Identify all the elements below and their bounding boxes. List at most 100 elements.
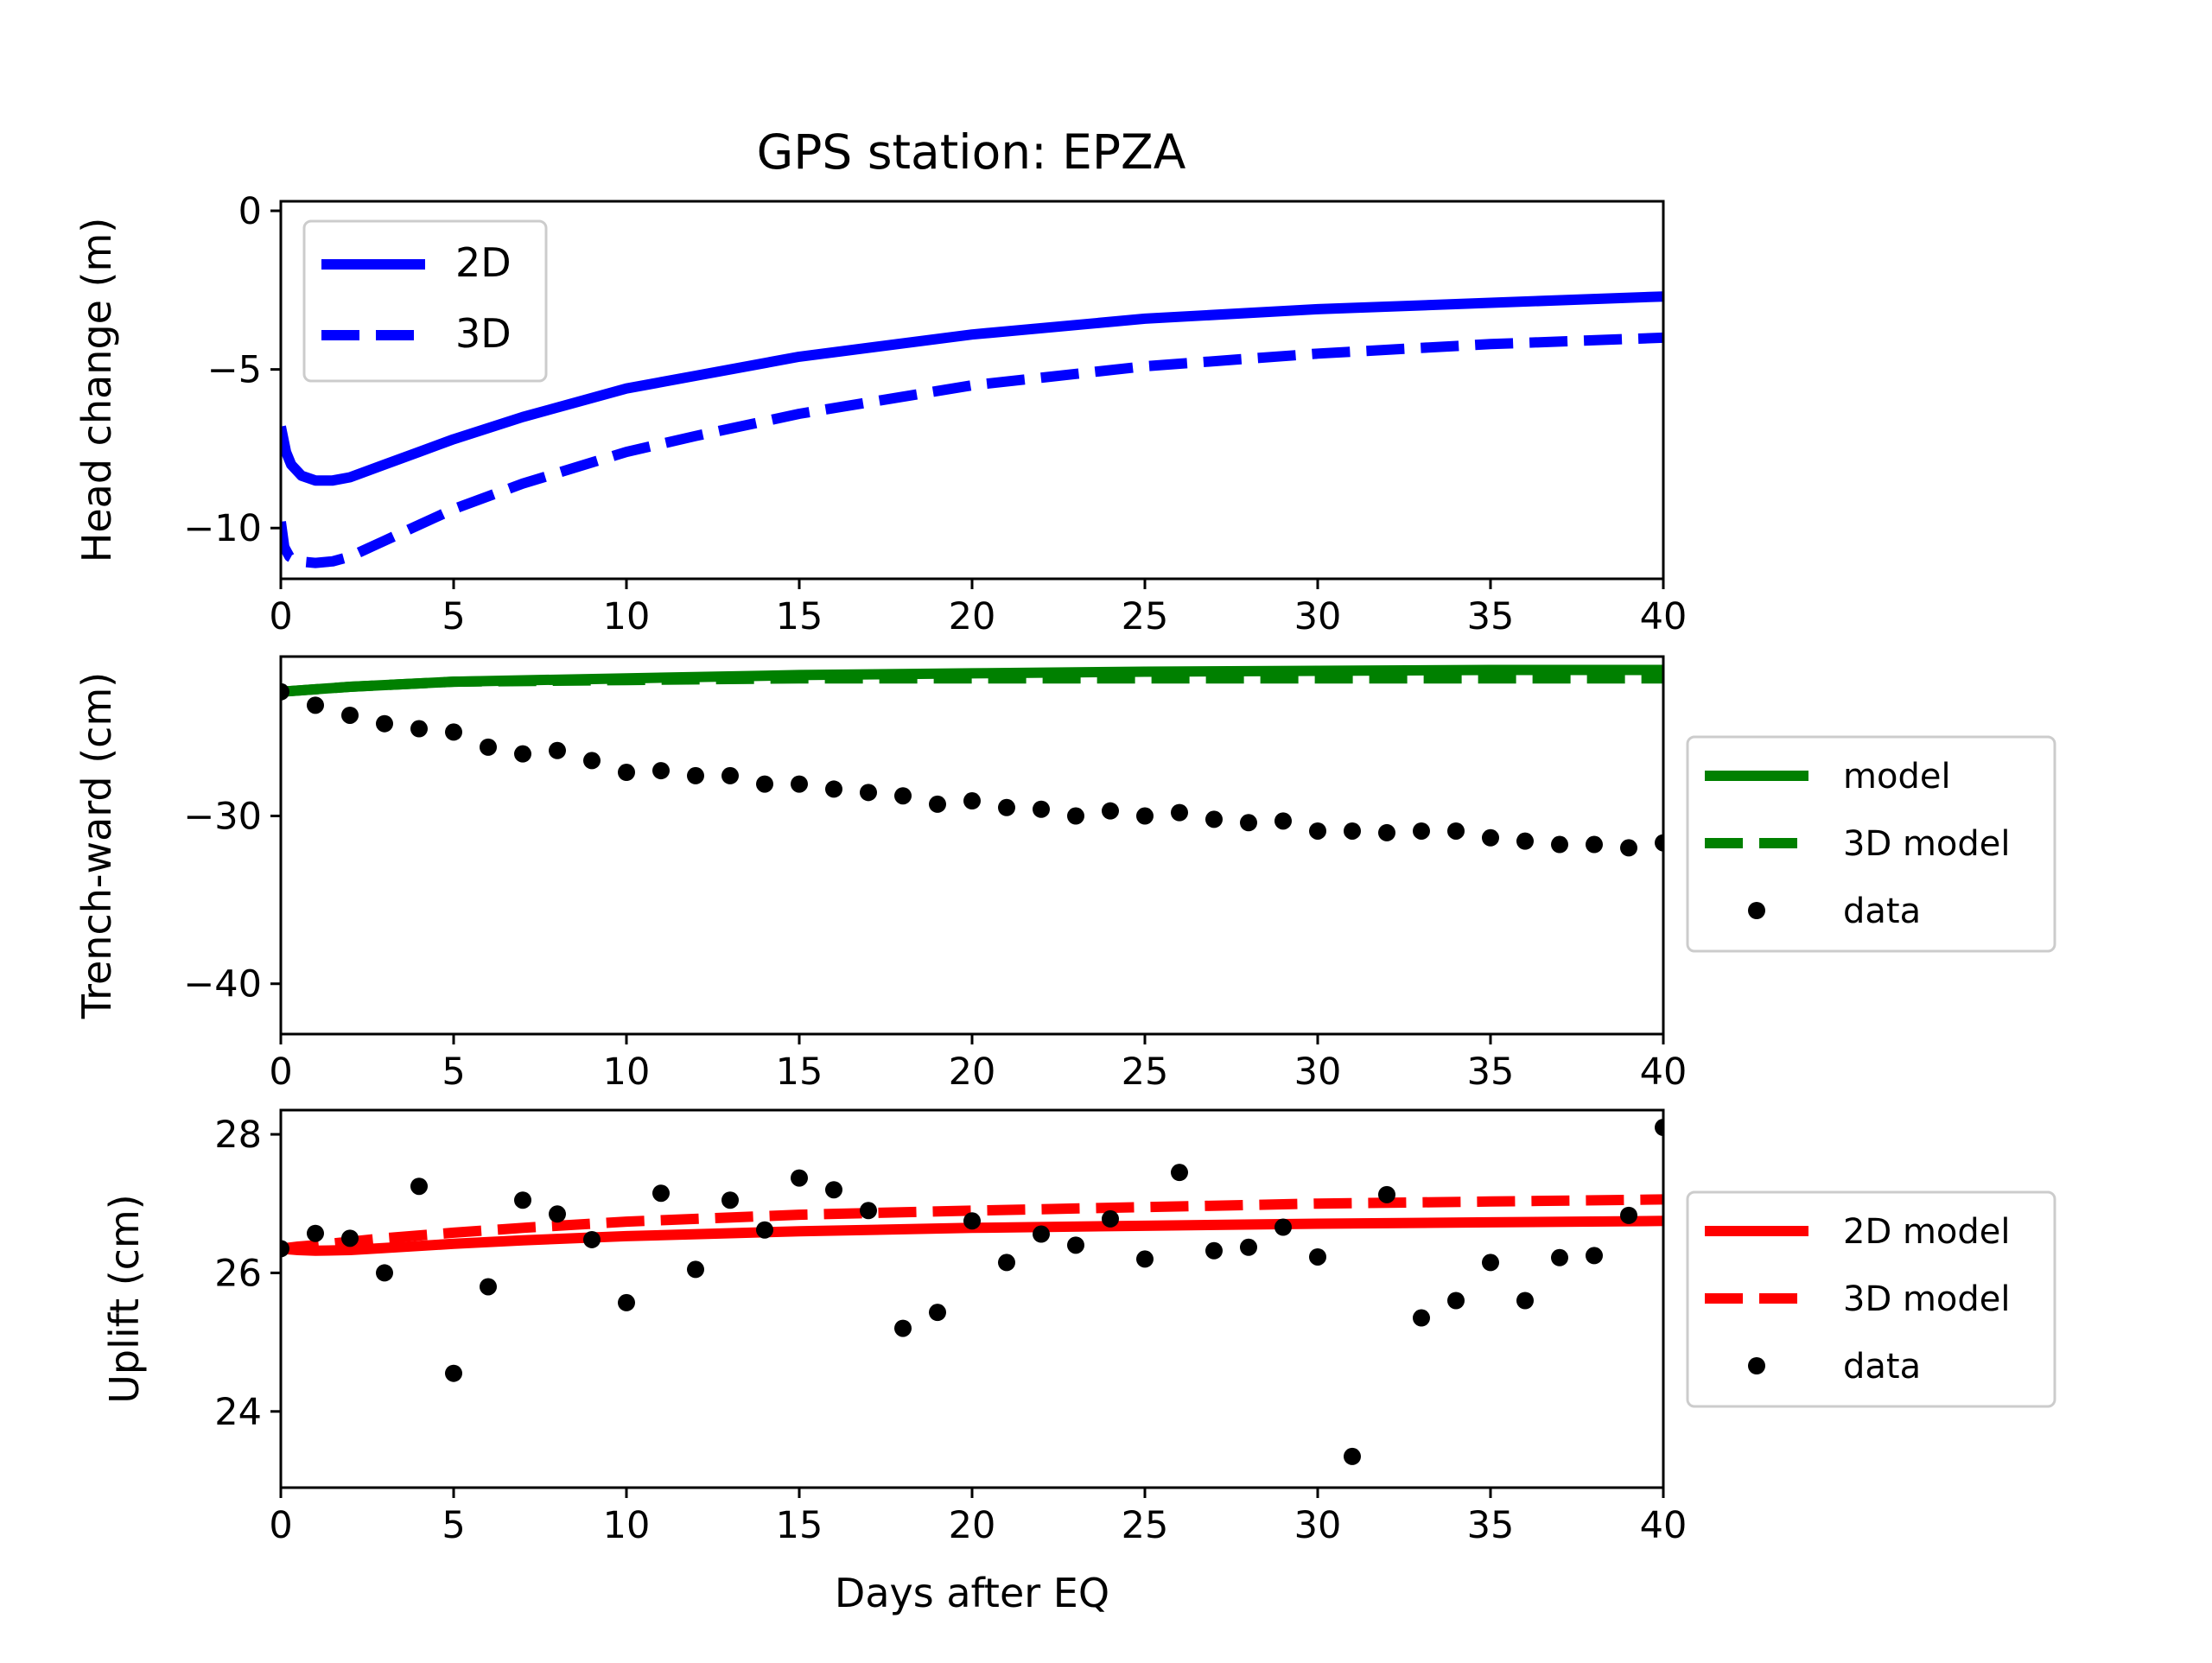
data-point xyxy=(1171,1164,1188,1182)
x-axis-label: Days after EQ xyxy=(835,1570,1109,1616)
data-point xyxy=(410,720,428,738)
data-point xyxy=(894,1319,912,1337)
data-point xyxy=(1482,828,1499,847)
legend-label: 3D xyxy=(455,310,512,357)
data-point xyxy=(583,1230,601,1248)
y-tick-label: 28 xyxy=(214,1114,262,1157)
data-point xyxy=(1240,814,1257,832)
data-point xyxy=(1344,1447,1361,1465)
x-tick-label: 15 xyxy=(776,1050,823,1094)
x-tick-label: 20 xyxy=(949,1050,996,1094)
x-tick-label: 15 xyxy=(776,595,823,638)
data-point xyxy=(514,1191,531,1209)
x-tick-label: 5 xyxy=(442,595,465,638)
data-point xyxy=(1102,1209,1119,1228)
data-point xyxy=(445,723,462,741)
data-point xyxy=(1171,803,1188,822)
legend: model 3D model data xyxy=(1686,735,2056,953)
data-point xyxy=(1551,1248,1568,1266)
data-point xyxy=(410,1177,428,1196)
y-tick-label: 24 xyxy=(214,1391,262,1434)
legend-label: 2D model xyxy=(1843,1212,2011,1252)
data-point xyxy=(307,696,324,714)
x-tick-label: 25 xyxy=(1122,1050,1169,1094)
panel-1: 0 5 10 15 20 25 30 35 40 0 −5 −10 Head change (m) 2D 3… xyxy=(73,190,1687,638)
x-tick-label: 25 xyxy=(1122,595,1169,638)
panel-2: 0 5 10 15 20 25 30 35 40 −30 −40 Trench-ward (cm) mo… xyxy=(73,655,2056,1094)
data-point xyxy=(376,1264,393,1282)
data-point xyxy=(721,766,739,784)
data-point xyxy=(1102,802,1119,820)
legend: 2D model 3D model data xyxy=(1686,1190,2056,1408)
data-point xyxy=(1136,1250,1154,1268)
y-tick-label: −5 xyxy=(207,349,262,392)
y-tick-label: −10 xyxy=(183,507,262,550)
series-line-2 xyxy=(281,673,1663,697)
data-point xyxy=(1205,810,1223,828)
x-tick-label: 30 xyxy=(1294,1504,1342,1547)
data-point xyxy=(1655,834,1663,852)
data-point xyxy=(1447,1292,1465,1310)
data-point xyxy=(1309,1247,1326,1266)
data-point xyxy=(756,1221,773,1239)
data-point xyxy=(998,798,1015,816)
data-point xyxy=(307,1224,324,1242)
data-point xyxy=(618,764,635,782)
data-point xyxy=(860,1202,877,1220)
figure-title: GPS station: EPZA xyxy=(757,124,1186,180)
data-point xyxy=(1274,812,1292,830)
data-point xyxy=(1516,832,1534,850)
data-point xyxy=(376,714,393,733)
data-point xyxy=(480,738,497,756)
data-point xyxy=(1205,1241,1223,1260)
x-tick-label: 15 xyxy=(776,1504,823,1547)
data-point xyxy=(825,1181,842,1199)
data-point xyxy=(583,752,601,770)
data-point xyxy=(1482,1254,1499,1272)
data-point xyxy=(929,1304,946,1322)
data-point xyxy=(1240,1238,1257,1256)
data-point xyxy=(1447,822,1465,840)
data-point xyxy=(652,762,670,780)
data-point xyxy=(1586,1247,1603,1265)
legend-box xyxy=(1686,735,2056,953)
data-point xyxy=(341,706,359,724)
series-line-1 xyxy=(281,291,1663,486)
data-point xyxy=(514,745,531,763)
data-point xyxy=(687,1260,704,1279)
plot-area xyxy=(281,291,1663,568)
data-point xyxy=(929,795,946,813)
x-tick-label: 40 xyxy=(1640,595,1688,638)
data-point xyxy=(549,741,566,759)
legend-label: 2D xyxy=(455,239,512,286)
data-point xyxy=(549,1205,566,1223)
x-tick-label: 35 xyxy=(1467,595,1515,638)
axes-frame xyxy=(279,655,1665,1036)
x-tick-label: 40 xyxy=(1640,1050,1688,1094)
legend-label: 3D model xyxy=(1843,824,2011,864)
data-point xyxy=(1413,1309,1430,1327)
data-point xyxy=(894,787,912,805)
data-point xyxy=(791,1169,808,1187)
x-tick-label: 10 xyxy=(603,1050,651,1094)
data-point xyxy=(1067,1236,1084,1254)
data-point xyxy=(1344,822,1361,840)
legend-marker xyxy=(1748,902,1765,919)
legend-label: data xyxy=(1843,892,1921,931)
data-point xyxy=(1655,1119,1663,1137)
legend: 2D 3D xyxy=(302,219,548,383)
legend-label: 3D model xyxy=(1843,1279,2011,1319)
legend-label: model xyxy=(1843,757,1951,797)
x-tick-label: 20 xyxy=(949,595,996,638)
data-point xyxy=(825,780,842,798)
y-tick-label: −30 xyxy=(183,796,262,839)
data-point xyxy=(721,1191,739,1209)
data-point xyxy=(1586,835,1603,854)
x-tick-label: 0 xyxy=(269,1504,292,1547)
x-tick-label: 20 xyxy=(949,1504,996,1547)
x-tick-label: 0 xyxy=(269,595,292,638)
data-point xyxy=(1309,822,1326,840)
data-point xyxy=(1620,839,1637,857)
data-point xyxy=(1413,822,1430,840)
